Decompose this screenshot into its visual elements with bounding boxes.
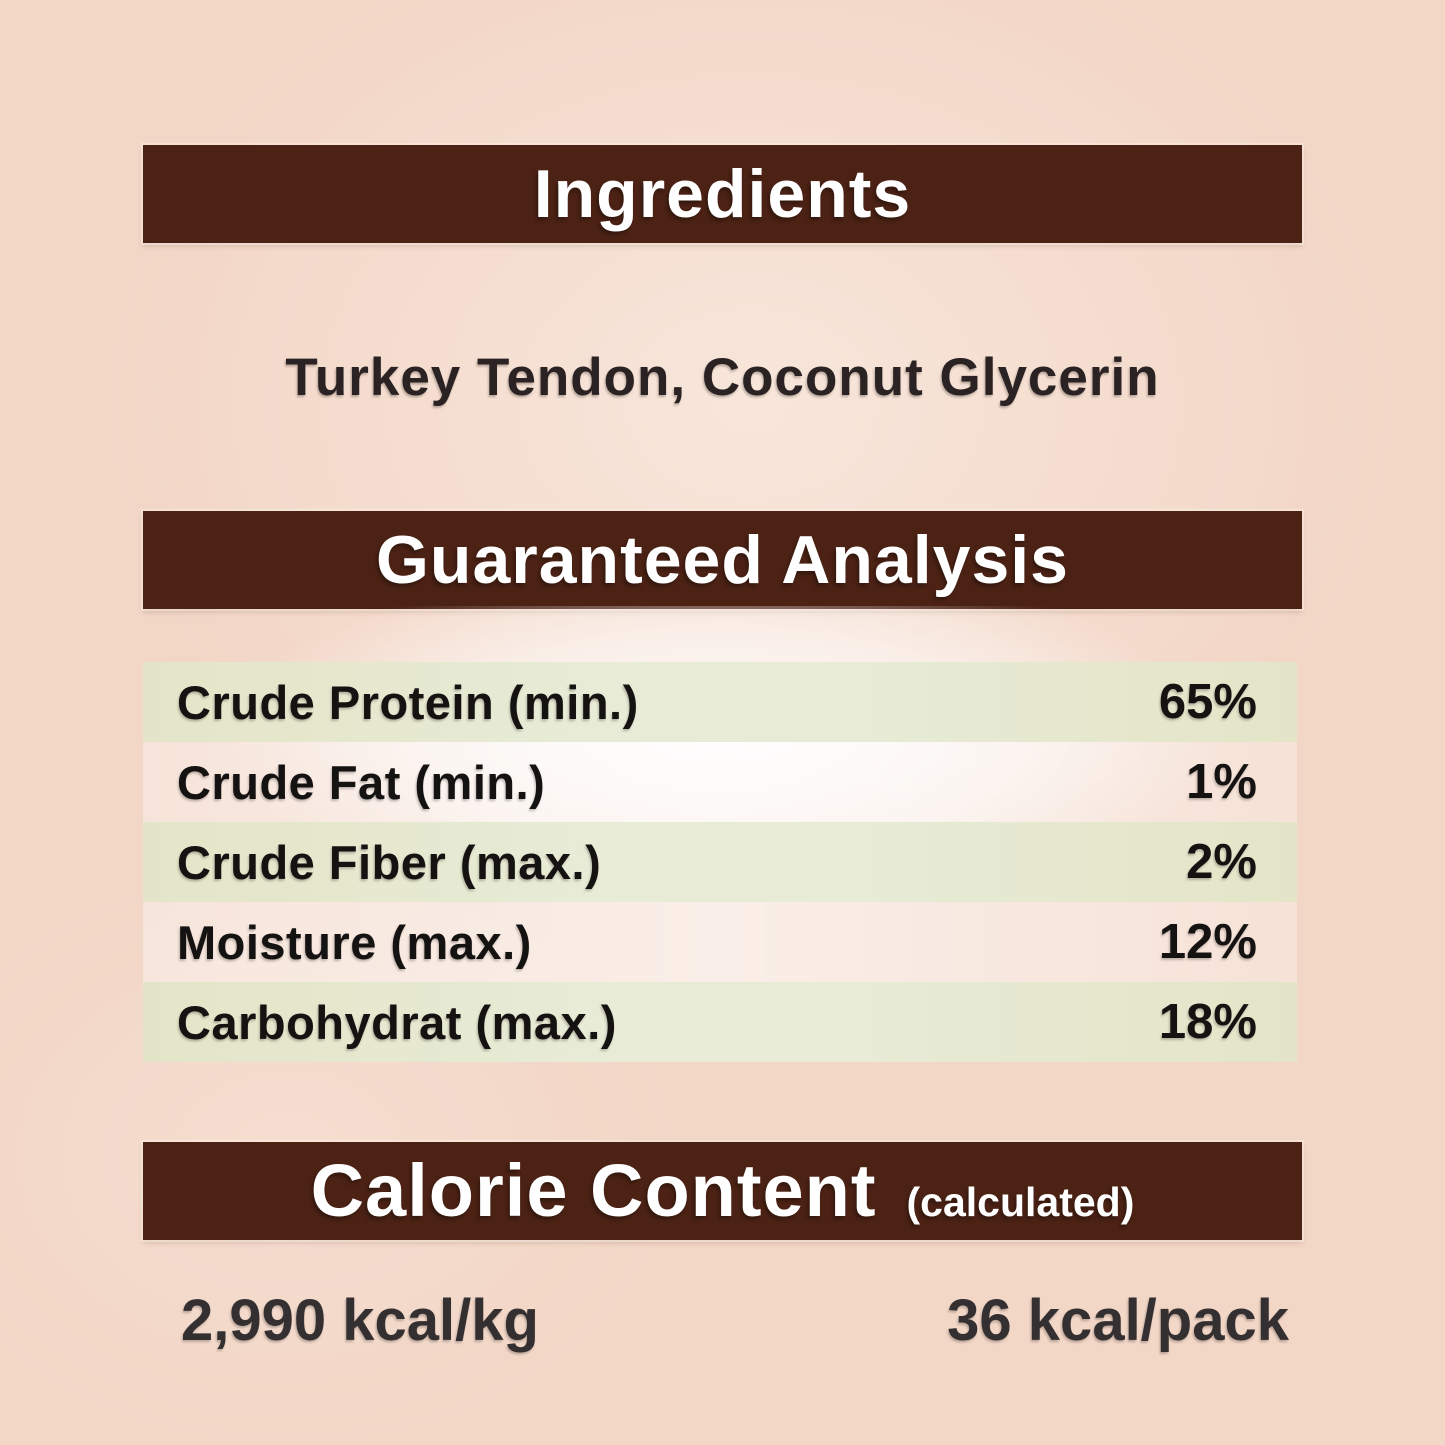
row-label-crude-protein: Crude Protein (min.) — [177, 675, 639, 729]
row-label-moisture: Moisture (max.) — [177, 915, 532, 969]
table-row: Crude Fiber (max.) 2% — [143, 822, 1297, 902]
guaranteed-analysis-table: Crude Protein (min.) 65% Crude Fat (min.… — [143, 662, 1297, 1062]
row-value-moisture: 12% — [1158, 915, 1257, 969]
guaranteed-analysis-header-bar: Guaranteed Analysis — [143, 511, 1302, 609]
row-value-carbohydrate: 18% — [1158, 995, 1257, 1049]
row-label-crude-fat: Crude Fat (min.) — [177, 755, 546, 809]
calorie-content-header-group: Calorie Content (calculated) — [311, 1154, 1135, 1228]
table-row: Crude Fat (min.) 1% — [143, 742, 1297, 822]
ingredients-list-text: Turkey Tendon, Coconut Glycerin — [285, 348, 1160, 407]
row-value-crude-protein: 65% — [1158, 675, 1257, 729]
ingredients-header-bar: Ingredients — [143, 145, 1302, 243]
table-row: Crude Protein (min.) 65% — [143, 662, 1297, 742]
table-row: Moisture (max.) 12% — [143, 902, 1297, 982]
row-value-crude-fat: 1% — [1186, 755, 1257, 809]
calorie-content-header-bar: Calorie Content (calculated) — [143, 1142, 1302, 1240]
calorie-values-row: 2,990 kcal/kg 36 kcal/pack — [143, 1283, 1297, 1357]
guaranteed-analysis-header-title: Guaranteed Analysis — [376, 522, 1069, 598]
row-value-crude-fiber: 2% — [1186, 835, 1257, 889]
calorie-content-header-title: Calorie Content — [310, 1149, 877, 1232]
row-label-crude-fiber: Crude Fiber (max.) — [177, 835, 602, 889]
calorie-content-qualifier: (calculated) — [906, 1179, 1135, 1225]
calories-per-kg: 2,990 kcal/kg — [181, 1287, 539, 1353]
ingredients-header-title: Ingredients — [533, 156, 912, 232]
table-row: Carbohydrat (max.) 18% — [143, 982, 1297, 1062]
calories-per-pack: 36 kcal/pack — [947, 1287, 1289, 1353]
row-label-carbohydrate: Carbohydrat (max.) — [177, 995, 617, 1049]
